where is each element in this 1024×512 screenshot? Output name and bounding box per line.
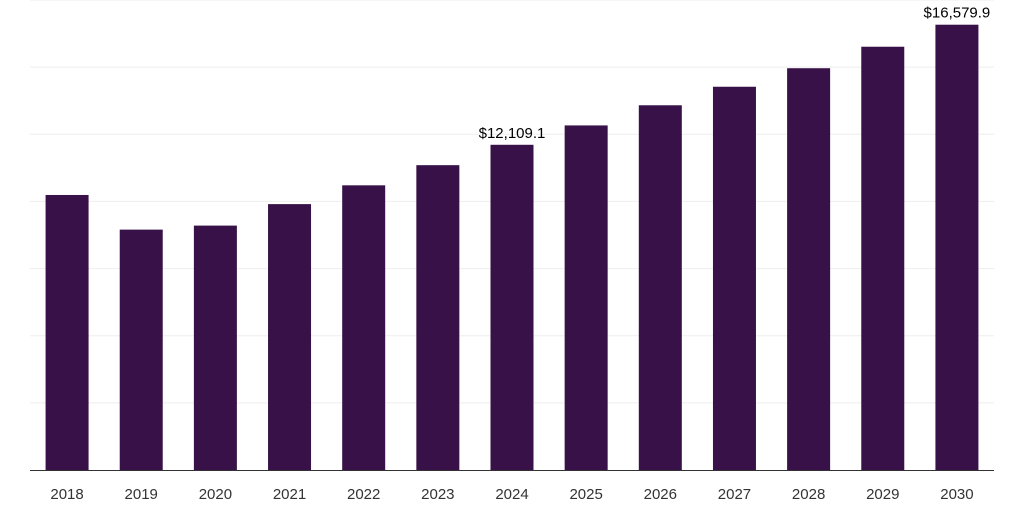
x-tick-label-2025: 2025 (569, 486, 602, 503)
data-label-2024: $12,109.1 (479, 125, 546, 142)
x-tick-label-2018: 2018 (50, 486, 83, 503)
x-axis-ticks: 2018 2019 2020 2021 2022 2023 2024 2025 2026 2027… (50, 486, 973, 503)
x-tick-label-2020: 2020 (199, 486, 232, 503)
bar-2027 (712, 86, 756, 471)
x-tick-label-2024: 2024 (495, 486, 528, 503)
bars (45, 24, 979, 471)
bar-2021 (268, 204, 312, 470)
x-tick-label-2028: 2028 (792, 486, 825, 503)
bar-2018 (45, 194, 89, 471)
x-tick-label-2026: 2026 (644, 486, 677, 503)
bar-2024 (490, 144, 534, 470)
data-labels: $12,109.1 $16,579.9 (479, 5, 991, 142)
bar-2023 (416, 165, 460, 470)
x-tick-label-2023: 2023 (421, 486, 454, 503)
x-tick-label-2021: 2021 (273, 486, 306, 503)
bar-2026 (638, 105, 682, 470)
data-label-2030: $16,579.9 (924, 5, 991, 22)
x-tick-label-2019: 2019 (125, 486, 158, 503)
bar-2030 (935, 24, 979, 471)
bar-2022 (342, 185, 386, 471)
x-tick-label-2027: 2027 (718, 486, 751, 503)
x-tick-label-2030: 2030 (940, 486, 973, 503)
bar-2028 (787, 68, 831, 471)
bar-2020 (193, 225, 237, 470)
x-tick-label-2022: 2022 (347, 486, 380, 503)
bar-2025 (564, 125, 608, 471)
x-tick-label-2029: 2029 (866, 486, 899, 503)
bar-2029 (861, 46, 905, 470)
bar-2019 (119, 229, 163, 470)
